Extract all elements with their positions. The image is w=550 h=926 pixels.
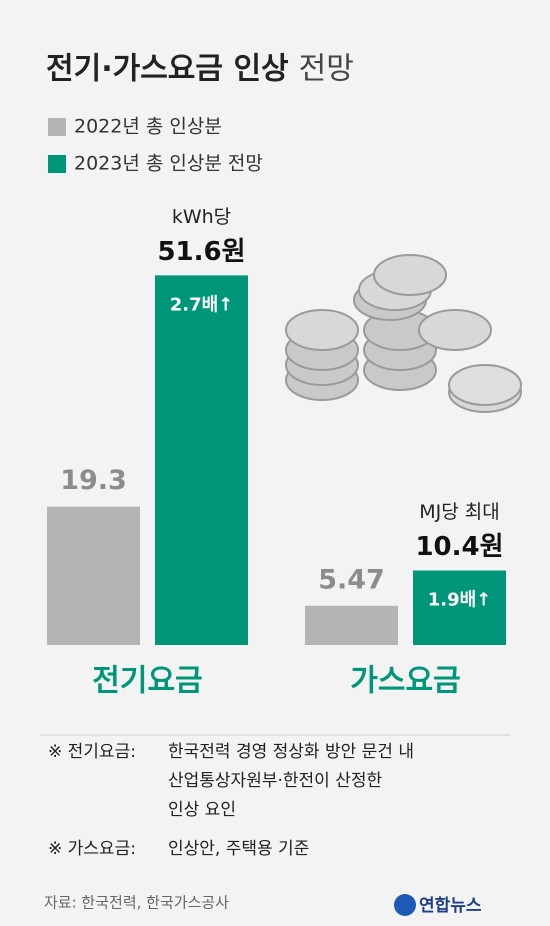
note-line: 인상 요인 xyxy=(168,800,236,820)
source: 자료: 한국전력, 한국가스공사 xyxy=(44,894,229,912)
legend-swatch xyxy=(48,155,66,173)
bar xyxy=(155,275,248,645)
coins xyxy=(285,254,522,413)
bar xyxy=(305,605,398,645)
ratio-label: 1.9배↑ xyxy=(428,589,492,610)
logo-mark xyxy=(394,894,416,916)
legend-label: 2023년 총 인상분 전망 xyxy=(74,153,263,175)
value-label: 51.6원 xyxy=(157,237,245,267)
category-label: 전기요금 xyxy=(92,664,202,699)
note-line: 한국전력 경영 정상화 방안 문건 내 xyxy=(168,742,414,762)
value-label: 19.3 xyxy=(60,465,127,496)
chart-title-suffix: 전망 xyxy=(299,52,354,87)
note-line: 인상안, 주택용 기준 xyxy=(168,839,309,859)
value-label: 10.4원 xyxy=(415,532,503,562)
ratio-label: 2.7배↑ xyxy=(170,294,234,315)
unit-label: kWh당 xyxy=(172,206,231,228)
legend-swatch xyxy=(48,118,66,136)
bar xyxy=(47,506,140,645)
note-label: ※ 전기요금: xyxy=(48,742,136,762)
note-label: ※ 가스요금: xyxy=(48,839,136,859)
note-line: 산업통상자원부·한전이 산정한 xyxy=(168,771,382,791)
legend-label: 2022년 총 인상분 xyxy=(74,116,222,138)
unit-label: MJ당 최대 xyxy=(419,501,499,523)
category-label: 가스요금 xyxy=(350,664,460,699)
value-label: 5.47 xyxy=(318,564,385,595)
bar xyxy=(413,570,506,645)
chart-title: 전기·가스요금 인상 xyxy=(46,52,289,87)
credit: 연합뉴스 xyxy=(419,895,482,916)
